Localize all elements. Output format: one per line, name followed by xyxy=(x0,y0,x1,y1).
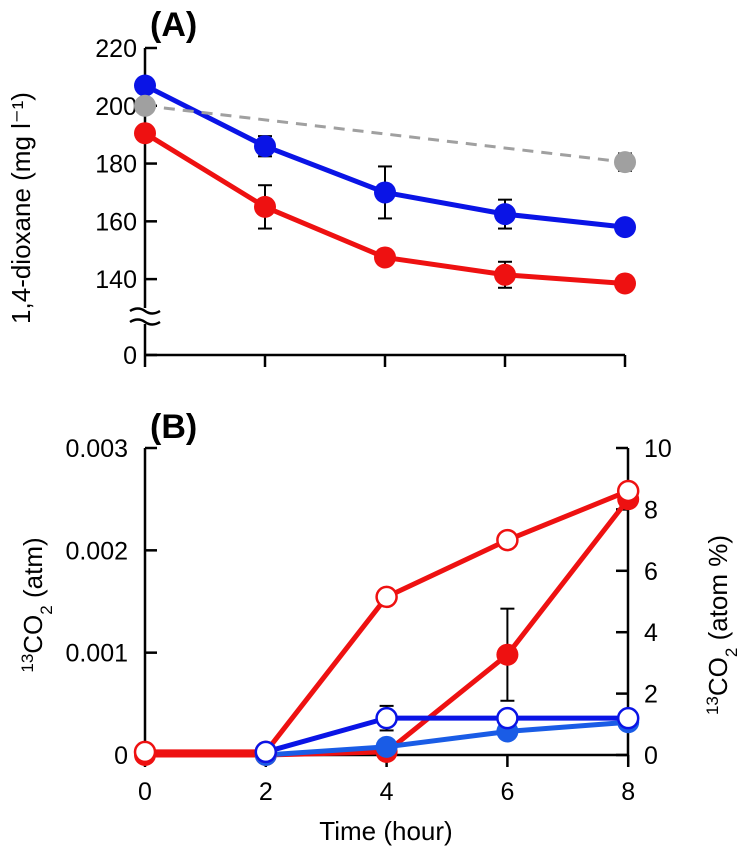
panel-a-x-ticks xyxy=(143,355,627,367)
panel-b-x-tick-label: 6 xyxy=(500,778,514,806)
panel-b-point-open xyxy=(133,740,157,764)
panel-b-right-label-unit: (atom %) xyxy=(703,535,733,648)
panel-a-y-tick-label: 0 xyxy=(123,342,137,370)
panel-b-x-tick-label: 8 xyxy=(621,778,635,806)
panel-b-x-tick-label: 4 xyxy=(380,778,394,806)
panel-a-point-gray xyxy=(134,94,156,117)
panel-a-point-red xyxy=(134,122,156,145)
panel-b-right-y-tick-label: 8 xyxy=(644,496,658,524)
panel-b-x-axis-label: Time (hour) xyxy=(319,816,452,846)
panel-b-point-open xyxy=(254,740,278,764)
panel-b-point-filled xyxy=(375,735,398,758)
panel-a-point-red xyxy=(614,272,636,295)
panel-b-right-label-sub: 2 xyxy=(722,648,741,657)
panel-a-y-tick-label: 160 xyxy=(95,208,137,236)
panel-a-point-red xyxy=(254,195,276,218)
panel-b-right-y-tick-label: 10 xyxy=(644,435,672,463)
panel-b-point-open xyxy=(375,585,398,609)
panel-a-label: (A) xyxy=(150,6,197,44)
panel-a-point-blue xyxy=(614,216,636,239)
panel-a-series xyxy=(134,74,636,295)
panel-a-series-line-gray xyxy=(144,104,626,164)
panel-b-left-y-tick-label: 0 xyxy=(114,742,128,770)
panel-b-right-label-sup: 13 xyxy=(703,696,722,715)
panel-b-series-line xyxy=(265,715,629,755)
panel-b-right-label-co: CO xyxy=(703,657,733,696)
panel-b-left-y-ticks: 0 0.001 0.002 0.003 xyxy=(65,435,157,770)
panel-a-axis-break xyxy=(129,307,161,326)
panel-b-right-y-ticks: 0 2 4 6 8 10 xyxy=(616,435,672,770)
panel-a-y-tick-label: 200 xyxy=(95,93,137,121)
panel-b-left-y-tick-label: 0.002 xyxy=(65,537,128,565)
panel-a-y-tick-label: 220 xyxy=(95,35,137,63)
panel-b-point-open xyxy=(616,706,640,730)
panel-a-point-blue xyxy=(254,135,276,158)
panel-a-point-gray xyxy=(614,151,636,174)
panel-b-left-y-tick-label: 0.003 xyxy=(65,435,128,463)
panel-a-y-axis-label: 1,4-dioxane (mg l⁻¹) xyxy=(6,92,36,324)
panel-b-x-tick-label: 0 xyxy=(138,778,152,806)
panel-b-left-y-axis-label: 13CO2 (atm) xyxy=(18,537,56,672)
panel-b-point-filled xyxy=(496,643,519,666)
panel-a-point-blue xyxy=(134,74,156,97)
panel-a-point-blue xyxy=(494,203,516,226)
panel-b-label: (B) xyxy=(150,408,197,446)
panel-b-right-y-tick-label: 2 xyxy=(644,681,658,709)
panel-b-left-label-sub: 2 xyxy=(37,605,56,614)
panel-b-right-y-tick-label: 0 xyxy=(644,742,658,770)
panel-a-y-ticks: 0 140 160 180 200 220 xyxy=(95,35,157,370)
panel-b-right-y-tick-label: 6 xyxy=(644,558,658,586)
panel-a-point-red xyxy=(494,263,516,286)
panel-b-left-y-tick-label: 0.001 xyxy=(65,640,128,668)
panel-b-point-open xyxy=(496,528,519,552)
panel-b-point-open xyxy=(616,479,640,503)
panel-b-point-open xyxy=(375,706,398,730)
panel-b-right-y-tick-label: 4 xyxy=(644,619,658,647)
panel-b-left-label-co: CO xyxy=(18,615,48,654)
panel-b-x-tick-label: 2 xyxy=(259,778,273,806)
panel-a-y-tick-label: 180 xyxy=(95,151,137,179)
panel-a: (A) 1,4-dioxane (mg l⁻¹) 0 140 160 180 200 22… xyxy=(6,6,636,370)
panel-a-y-tick-label: 140 xyxy=(95,266,137,294)
panel-b: (B) 13CO2 (atm) 13CO2 (atom %) 00.0010.0… xyxy=(18,408,741,846)
panel-a-point-red xyxy=(374,246,396,269)
panel-b-right-y-axis-label: 13CO2 (atom %) xyxy=(703,535,741,715)
panel-b-left-label-sup: 13 xyxy=(18,654,37,673)
panel-b-point-open xyxy=(496,706,519,730)
panel-b-series xyxy=(133,479,640,766)
panel-a-point-blue xyxy=(374,181,396,204)
panel-b-left-label-unit: (atm) xyxy=(18,537,48,605)
panel-b-series-line xyxy=(265,719,629,758)
